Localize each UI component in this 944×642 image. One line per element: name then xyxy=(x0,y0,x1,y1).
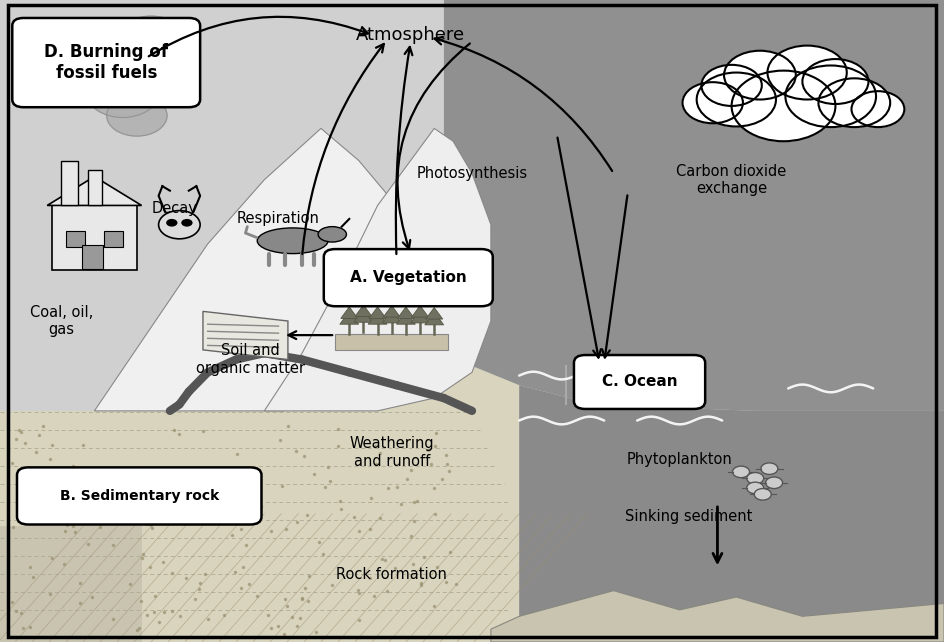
Bar xyxy=(52,205,137,270)
Polygon shape xyxy=(0,526,142,642)
Text: Weathering
and runoff: Weathering and runoff xyxy=(349,437,434,469)
Polygon shape xyxy=(444,0,944,411)
Circle shape xyxy=(107,95,167,136)
FancyBboxPatch shape xyxy=(12,18,200,107)
Polygon shape xyxy=(47,177,142,205)
Bar xyxy=(104,231,123,247)
Circle shape xyxy=(767,46,847,100)
Circle shape xyxy=(724,51,796,100)
Text: Carbon dioxide
exchange: Carbon dioxide exchange xyxy=(677,164,786,196)
Text: Coal, oil,
gas: Coal, oil, gas xyxy=(29,305,93,337)
Polygon shape xyxy=(264,128,491,411)
Text: Soil and
organic matter: Soil and organic matter xyxy=(195,343,305,376)
Polygon shape xyxy=(340,311,359,324)
Circle shape xyxy=(733,466,750,478)
Bar xyxy=(82,245,103,269)
Circle shape xyxy=(159,211,200,239)
Circle shape xyxy=(732,71,835,141)
Polygon shape xyxy=(425,312,444,325)
Polygon shape xyxy=(94,128,415,411)
Circle shape xyxy=(181,219,193,227)
Polygon shape xyxy=(0,366,519,642)
Polygon shape xyxy=(354,309,373,322)
Circle shape xyxy=(818,78,890,127)
Ellipse shape xyxy=(257,228,329,254)
Polygon shape xyxy=(426,308,443,319)
Polygon shape xyxy=(369,307,386,318)
Circle shape xyxy=(92,30,163,79)
Text: Rock formation: Rock formation xyxy=(336,567,447,582)
Polygon shape xyxy=(203,311,288,360)
FancyBboxPatch shape xyxy=(17,467,261,525)
Circle shape xyxy=(754,489,771,500)
Text: A. Vegetation: A. Vegetation xyxy=(350,270,466,285)
Text: Atmosphere: Atmosphere xyxy=(356,26,465,44)
Circle shape xyxy=(747,473,764,484)
Polygon shape xyxy=(412,306,429,317)
Circle shape xyxy=(697,73,776,126)
Polygon shape xyxy=(411,310,430,323)
FancyBboxPatch shape xyxy=(574,355,705,409)
Text: Phytoplankton: Phytoplankton xyxy=(627,451,733,467)
Polygon shape xyxy=(355,305,372,317)
Text: Photosynthesis: Photosynthesis xyxy=(416,166,528,181)
Circle shape xyxy=(785,65,876,127)
Circle shape xyxy=(747,482,764,494)
Polygon shape xyxy=(383,306,400,317)
Circle shape xyxy=(87,69,159,117)
Text: Respiration: Respiration xyxy=(237,211,320,226)
FancyBboxPatch shape xyxy=(324,249,493,306)
Circle shape xyxy=(166,219,177,227)
Bar xyxy=(61,160,78,205)
Polygon shape xyxy=(382,310,401,323)
Polygon shape xyxy=(396,311,415,324)
Circle shape xyxy=(802,59,868,104)
Circle shape xyxy=(118,16,184,61)
Text: D. Burning of
fossil fuels: D. Burning of fossil fuels xyxy=(44,43,168,82)
Polygon shape xyxy=(368,311,387,324)
Circle shape xyxy=(109,48,165,87)
Bar xyxy=(66,231,85,247)
Text: C. Ocean: C. Ocean xyxy=(601,374,678,390)
Polygon shape xyxy=(0,0,472,411)
Circle shape xyxy=(761,463,778,474)
Text: B. Sedimentary rock: B. Sedimentary rock xyxy=(59,489,219,503)
Circle shape xyxy=(851,91,904,127)
Ellipse shape xyxy=(318,227,346,242)
Bar xyxy=(88,170,102,205)
Polygon shape xyxy=(444,340,944,642)
Text: Decay: Decay xyxy=(152,201,197,216)
Circle shape xyxy=(766,477,783,489)
Polygon shape xyxy=(341,307,358,318)
Polygon shape xyxy=(491,591,944,642)
Polygon shape xyxy=(397,307,414,318)
Circle shape xyxy=(107,47,186,101)
Bar xyxy=(335,334,448,350)
Circle shape xyxy=(683,82,743,123)
Circle shape xyxy=(701,65,762,106)
Text: Sinking sediment: Sinking sediment xyxy=(626,509,752,525)
